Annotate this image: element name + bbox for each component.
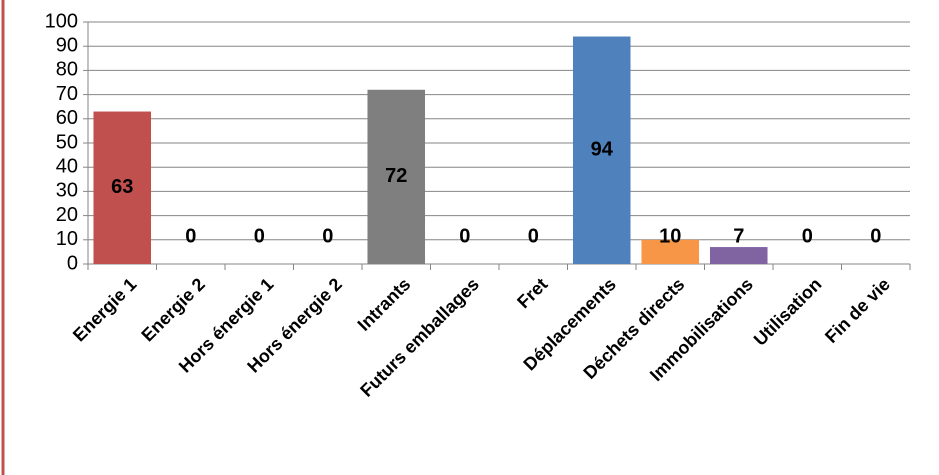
value-label: 10 (659, 225, 681, 247)
y-tick-label: 90 (56, 34, 78, 56)
value-label: 7 (733, 225, 744, 247)
value-label: 0 (254, 225, 265, 247)
y-tick-label: 30 (56, 180, 78, 202)
value-label: 72 (385, 165, 407, 187)
bar (641, 239, 700, 264)
value-label: 0 (459, 225, 470, 247)
value-label: 0 (802, 225, 813, 247)
y-tick-label: 80 (56, 59, 78, 81)
value-label: 94 (591, 139, 614, 161)
bar (93, 111, 152, 264)
bar (572, 36, 631, 264)
y-tick-label: 10 (56, 228, 78, 250)
bar (367, 89, 426, 264)
value-label: 0 (322, 225, 333, 247)
y-tick-label: 40 (56, 155, 78, 177)
bar (709, 247, 768, 264)
y-tick-label: 0 (67, 252, 78, 274)
value-label: 63 (111, 176, 133, 198)
value-label: 0 (870, 225, 881, 247)
y-tick-label: 50 (56, 131, 78, 153)
value-label: 0 (528, 225, 539, 247)
y-tick-label: 20 (56, 204, 78, 226)
y-tick-label: 100 (45, 10, 78, 32)
value-label: 0 (185, 225, 196, 247)
y-tick-label: 60 (56, 107, 78, 129)
y-tick-label: 70 (56, 83, 78, 105)
